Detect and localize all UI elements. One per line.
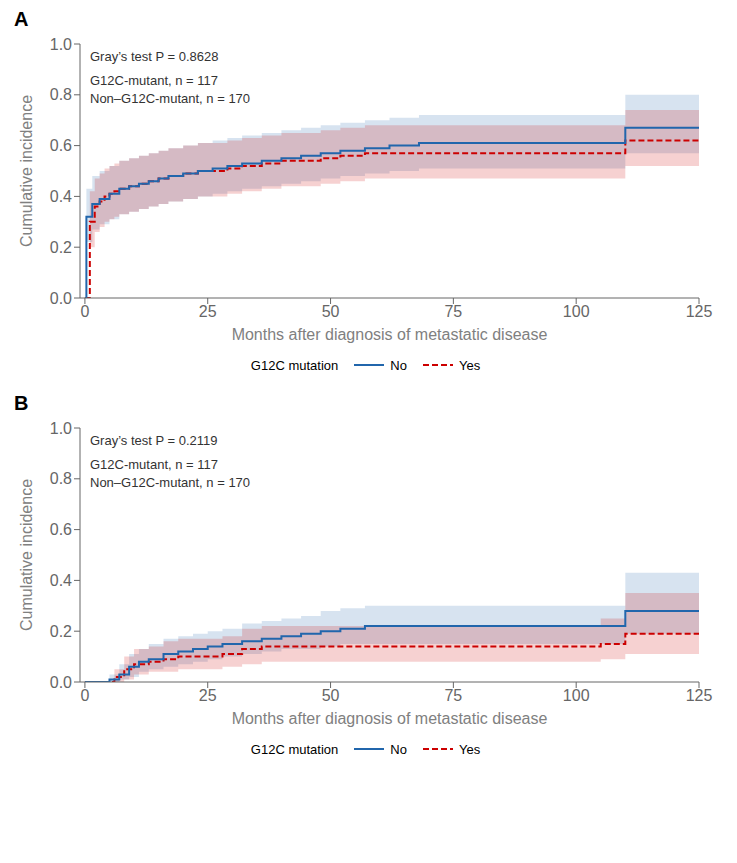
svg-text:75: 75	[444, 303, 462, 320]
html-text:A: A	[14, 8, 29, 30]
html-text:Yes: Yes	[458, 741, 481, 757]
svg-text:25: 25	[199, 303, 217, 320]
html-text:G12C mutation: G12C mutation	[250, 741, 339, 757]
svg-text:0.4: 0.4	[50, 188, 72, 205]
svg-text:0.2: 0.2	[50, 623, 72, 640]
svg-text:25: 25	[199, 687, 217, 704]
svg-text:Months after diagnosis of meta: Months after diagnosis of metastatic dis…	[232, 710, 548, 727]
svg-text:Months after diagnosis of meta: Months after diagnosis of metastatic dis…	[232, 326, 548, 343]
html-text:Gray’s test P = 0.2119: Gray’s test P = 0.2119	[90, 433, 218, 448]
svg-text:0: 0	[80, 303, 89, 320]
html-text:G12C-mutant, n = 117: G12C-mutant, n = 117	[90, 73, 218, 88]
svg-text:50: 50	[322, 687, 340, 704]
svg-text:0.0: 0.0	[50, 290, 72, 307]
html-text:Gray’s test P = 0.8628: Gray’s test P = 0.8628	[90, 49, 219, 64]
svg-text:100: 100	[563, 303, 590, 320]
svg-text:0: 0	[80, 687, 89, 704]
svg-text:125: 125	[686, 687, 713, 704]
html-text:No: No	[390, 357, 407, 373]
svg-text:125: 125	[686, 303, 713, 320]
svg-text:0.8: 0.8	[50, 86, 72, 103]
svg-text:Cumulative incidence: Cumulative incidence	[18, 479, 35, 631]
svg-text:1.0: 1.0	[50, 36, 72, 53]
svg-text:Cumulative incidence: Cumulative incidence	[18, 95, 35, 247]
svg-text:0.6: 0.6	[50, 137, 72, 154]
html-text:Non–G12C-mutant, n = 170: Non–G12C-mutant, n = 170	[90, 91, 251, 106]
svg-text:75: 75	[444, 687, 462, 704]
html-text:B: B	[14, 392, 29, 414]
svg-text:0.6: 0.6	[50, 521, 72, 538]
html-text:Non–G12C-mutant, n = 170: Non–G12C-mutant, n = 170	[90, 475, 251, 490]
html-text:G12C mutation: G12C mutation	[250, 357, 339, 373]
svg-text:100: 100	[563, 687, 590, 704]
svg-text:50: 50	[322, 303, 340, 320]
svg-text:0.4: 0.4	[50, 572, 72, 589]
html-text:G12C-mutant, n = 117: G12C-mutant, n = 117	[90, 457, 218, 472]
html-text:Yes: Yes	[458, 357, 481, 373]
svg-text:0.8: 0.8	[50, 470, 72, 487]
svg-text:0.2: 0.2	[50, 239, 72, 256]
svg-text:1.0: 1.0	[50, 420, 72, 437]
svg-text:0.0: 0.0	[50, 674, 72, 691]
html-text:No: No	[390, 741, 407, 757]
